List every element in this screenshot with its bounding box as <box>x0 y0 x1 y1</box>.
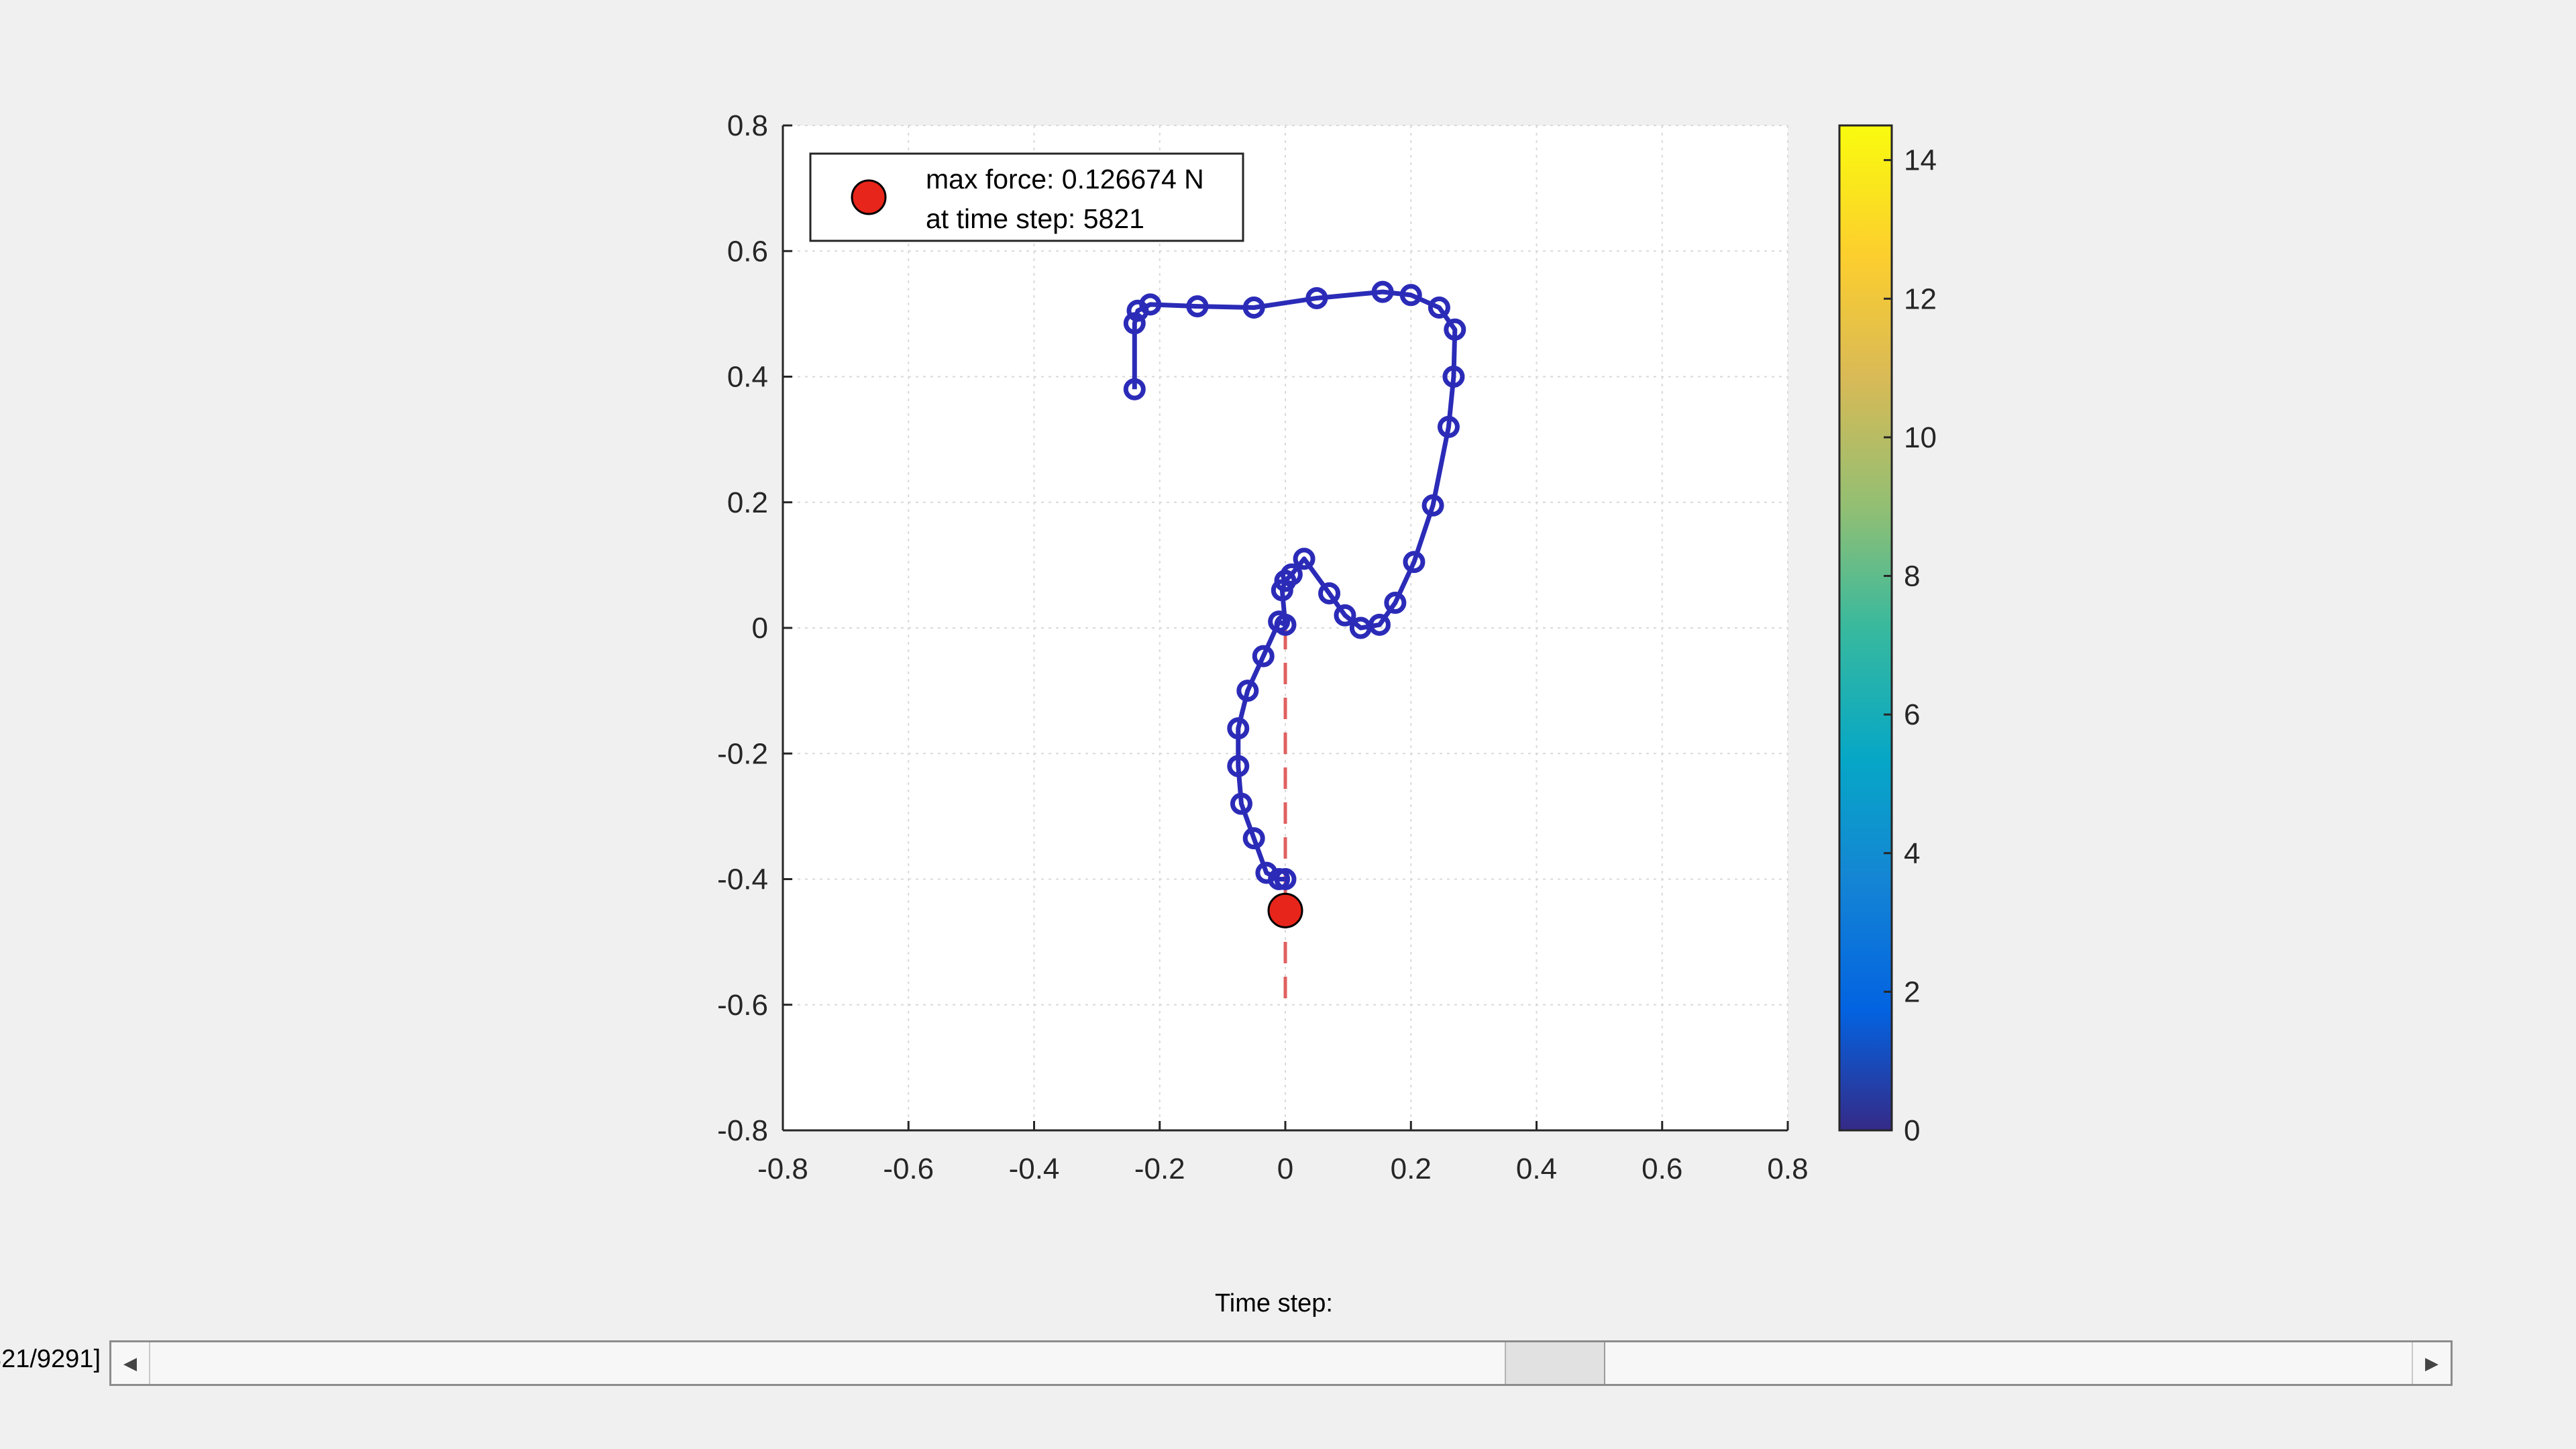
series-point <box>1305 286 1328 309</box>
series-point <box>1268 610 1291 633</box>
series-point <box>1242 827 1265 850</box>
colorbar-tick-label: 4 <box>1904 837 1920 870</box>
legend-line-2: at time step: 5821 <box>926 203 1144 234</box>
time-step-slider[interactable]: ◀ ▶ <box>109 1340 2453 1386</box>
series-point <box>1334 604 1356 627</box>
series-point <box>1371 280 1394 303</box>
y-ticks: 0.8 0.6 0.4 0.2 0 -0.2 -0.4 -0.6 -0.8 <box>717 109 792 1147</box>
max-force-point <box>1267 892 1303 928</box>
colorbar: 14 12 10 8 6 4 2 0 <box>1838 124 1937 1147</box>
series-point <box>1368 613 1391 636</box>
series-point <box>1236 680 1259 702</box>
y-tick-label: 0.6 <box>727 235 768 268</box>
y-tick-label: 0.2 <box>727 486 768 519</box>
colorbar-tick-label: 8 <box>1904 560 1920 593</box>
series-point <box>1403 551 1426 574</box>
colorbar-tick-label: 0 <box>1904 1114 1920 1147</box>
series-point <box>1227 755 1250 777</box>
x-tick-label: -0.2 <box>1134 1152 1185 1185</box>
colorbar-gradient <box>1838 124 1893 1132</box>
series-point <box>1421 494 1444 517</box>
series-point <box>1139 293 1162 316</box>
series-line <box>1132 289 1458 881</box>
x-tick-label: 0 <box>1277 1152 1293 1185</box>
colorbar-tick-label: 6 <box>1904 698 1920 731</box>
x-ticks: -0.8 -0.6 -0.4 -0.2 0 0.2 0.4 0.6 0.8 <box>757 1121 1809 1185</box>
series-point <box>1252 645 1275 667</box>
x-tick-label: -0.6 <box>883 1152 934 1185</box>
series-point <box>1274 868 1297 890</box>
series-point <box>1230 792 1252 815</box>
colorbar-tick-label: 12 <box>1904 282 1937 315</box>
series-point <box>1384 592 1407 614</box>
y-tick-label: -0.6 <box>717 989 768 1022</box>
time-step-counter: [5821/9291] <box>0 1345 101 1373</box>
y-tick-label: -0.4 <box>717 863 768 896</box>
plot-marks <box>1123 280 1466 1005</box>
series-point <box>1227 717 1250 740</box>
x-tick-label: -0.4 <box>1009 1152 1060 1185</box>
legend: max force: 0.126674 N at time step: 5821 <box>809 152 1244 242</box>
y-tick-label: 0.8 <box>727 109 768 142</box>
series-point <box>1442 366 1465 388</box>
series-point <box>1123 312 1146 335</box>
slider-thumb[interactable] <box>1504 1342 1605 1384</box>
colorbar-tick-label: 14 <box>1904 144 1937 177</box>
series-point <box>1186 295 1209 318</box>
legend-marker <box>851 179 887 215</box>
y-tick-label: -0.8 <box>717 1114 768 1147</box>
series-point <box>1318 582 1341 605</box>
series-point <box>1242 297 1265 319</box>
x-tick-label: -0.8 <box>757 1152 808 1185</box>
series-point <box>1444 318 1466 341</box>
slider-left-arrow-icon[interactable]: ◀ <box>111 1342 150 1384</box>
legend-line-1: max force: 0.126674 N <box>926 164 1204 195</box>
y-tick-label: -0.2 <box>717 737 768 770</box>
series-point <box>1271 579 1293 602</box>
series-point <box>1399 284 1422 307</box>
series-point <box>1349 616 1372 639</box>
series-point <box>1437 415 1460 438</box>
y-tick-label: 0 <box>752 612 768 645</box>
series-point <box>1428 297 1450 319</box>
axes: -0.8 -0.6 -0.4 -0.2 0 0.2 0.4 0.6 0.8 0.80.60.40… <box>717 109 1808 1185</box>
series-point <box>1293 547 1316 570</box>
slider-right-arrow-icon[interactable]: ▶ <box>2412 1342 2451 1384</box>
series-point <box>1123 378 1146 400</box>
x-tick-label: 0.8 <box>1767 1152 1808 1185</box>
colorbar-tick-label: 10 <box>1904 421 1937 454</box>
x-tick-label: 0.6 <box>1642 1152 1682 1185</box>
colorbar-ticks: 14 12 10 8 6 4 2 0 <box>1884 144 1937 1147</box>
x-tick-label: 0.4 <box>1516 1152 1557 1185</box>
colorbar-tick-label: 2 <box>1904 975 1920 1008</box>
time-step-label: Time step: <box>1215 1289 1333 1318</box>
x-tick-label: 0.2 <box>1391 1152 1432 1185</box>
y-tick-label: 0.4 <box>727 361 768 394</box>
